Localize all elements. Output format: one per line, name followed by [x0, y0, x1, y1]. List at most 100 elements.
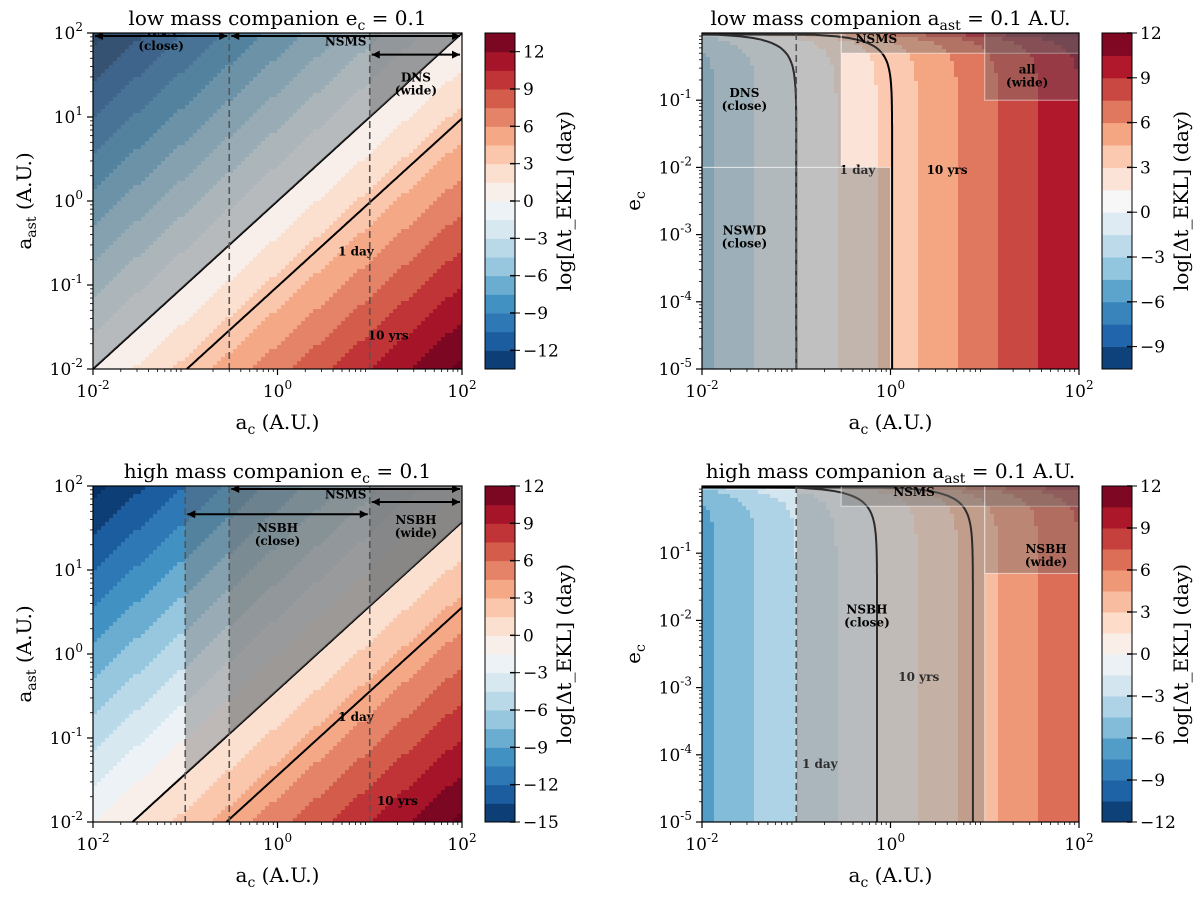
y-tick-label: 102 — [54, 20, 83, 44]
colorbar-tick-label: 9 — [1140, 519, 1151, 539]
x-tick-label: 102 — [447, 831, 476, 855]
y-tick-label: 10-2 — [50, 356, 83, 380]
colorbar-segment — [1102, 55, 1132, 78]
colorbar-tick-label: 0 — [523, 626, 534, 646]
colorbar-tick-label: 9 — [523, 80, 534, 100]
region-sublabel: (close) — [844, 616, 890, 630]
colorbar-segment — [485, 220, 515, 239]
region-label: DNS — [401, 71, 431, 85]
x-tick-label: 102 — [447, 378, 476, 402]
colorbar-tick-label: −6 — [1140, 293, 1165, 313]
colorbar-segment — [1102, 612, 1132, 634]
colorbar-tick-label: −9 — [523, 304, 548, 324]
colorbar-segment — [485, 164, 515, 183]
colorbar-segment — [1102, 633, 1132, 655]
colorbar-tick-label: 6 — [1140, 561, 1151, 581]
colorbar-segment — [485, 654, 515, 673]
colorbar-segment — [1102, 167, 1132, 190]
colorbar-segment — [485, 598, 515, 617]
colorbar-label: log[Δt_EKL] (day) — [1169, 111, 1193, 291]
x-tick-label: 100 — [876, 831, 905, 855]
colorbar-tick-label: −9 — [1140, 771, 1165, 791]
colorbar-segment — [485, 505, 515, 524]
colorbar-segment — [485, 579, 515, 598]
x-tick-label: 102 — [1064, 831, 1093, 855]
region-sublabel: (close) — [138, 39, 184, 53]
x-tick-label: 100 — [263, 378, 292, 402]
colorbar-tick-label: 3 — [1140, 158, 1151, 178]
colorbar-segment — [485, 126, 515, 145]
y-tick-label: 10-2 — [659, 607, 692, 631]
colorbar-segment — [1102, 717, 1132, 739]
x-tick-label: 10-2 — [685, 378, 718, 402]
colorbar-tick-label: −9 — [523, 738, 548, 758]
y-tick-label: 10-2 — [659, 154, 692, 178]
contour-label: 10 yrs — [368, 329, 409, 343]
y-tick-label: 10-5 — [659, 809, 692, 833]
y-axis-label: ec — [621, 644, 649, 664]
colorbar-segment — [485, 313, 515, 332]
x-tick-label: 10-2 — [685, 831, 718, 855]
x-tick-label: 10-2 — [76, 831, 109, 855]
colorbar-tick-label: 3 — [1140, 603, 1151, 623]
y-tick-label: 10-3 — [659, 675, 692, 699]
colorbar-tick-label: 12 — [1140, 24, 1162, 44]
colorbar-segment — [1102, 507, 1132, 529]
colorbar-segment — [1102, 324, 1132, 347]
colorbar-segment — [1102, 528, 1132, 550]
y-tick-label: 102 — [54, 473, 83, 497]
colorbar-tick-label: 0 — [523, 192, 534, 212]
colorbar-segment — [485, 561, 515, 580]
colorbar-segment — [1102, 33, 1132, 56]
colorbar-segment — [485, 691, 515, 710]
colorbar-tick-label: 12 — [523, 477, 545, 497]
colorbar-segment — [1102, 738, 1132, 760]
y-tick-label: 101 — [54, 557, 83, 581]
y-tick-label: 100 — [54, 188, 83, 212]
chart-title: low mass companion ec = 0.1 — [128, 6, 426, 34]
colorbar-segment — [485, 332, 515, 351]
colorbar-segment — [1102, 235, 1132, 258]
colorbar-segment — [1102, 675, 1132, 697]
colorbar-tick-label: −12 — [1140, 813, 1176, 833]
region-label: NSMS — [893, 485, 935, 499]
colorbar-segment — [1102, 347, 1132, 370]
x-axis-label: ac (A.U.) — [236, 863, 320, 891]
colorbar-segment — [485, 257, 515, 276]
shaded-region — [796, 486, 985, 822]
region-sublabel: (close) — [722, 237, 768, 251]
y-tick-label: 10-1 — [50, 272, 83, 296]
colorbar-segment — [1102, 486, 1132, 508]
colorbar-segment — [485, 766, 515, 785]
y-tick-label: 10-1 — [659, 87, 692, 111]
x-tick-label: 100 — [876, 378, 905, 402]
colorbar-tick-label: 0 — [1140, 203, 1151, 223]
colorbar-segment — [485, 276, 515, 295]
colorbar-tick-label: −3 — [523, 229, 548, 249]
y-axis-label: aast (A.U.) — [12, 152, 40, 249]
region-label: NSBH — [395, 513, 436, 527]
colorbar-segment — [485, 294, 515, 313]
colorbar-segment — [1102, 759, 1132, 781]
colorbar-tick-label: 9 — [523, 514, 534, 534]
colorbar-tick-label: −9 — [1140, 338, 1165, 358]
colorbar-segment — [1102, 696, 1132, 718]
colorbar-tick-label: −3 — [1140, 248, 1165, 268]
colorbar-tick-label: 3 — [523, 589, 534, 609]
contour-label: 10 yrs — [927, 163, 968, 177]
y-tick-label: 10-5 — [659, 356, 692, 380]
y-axis-label: aast (A.U.) — [12, 605, 40, 702]
colorbar-segment — [485, 52, 515, 71]
region-label: NSMS — [856, 32, 898, 46]
colorbar-label: log[Δt_EKL] (day) — [552, 564, 576, 744]
colorbar-segment — [1102, 801, 1132, 823]
y-tick-label: 100 — [54, 641, 83, 665]
y-tick-label: 10-4 — [659, 289, 693, 313]
colorbar-segment — [1102, 570, 1132, 592]
colorbar-segment — [1102, 257, 1132, 280]
x-tick-label: 102 — [1064, 378, 1093, 402]
